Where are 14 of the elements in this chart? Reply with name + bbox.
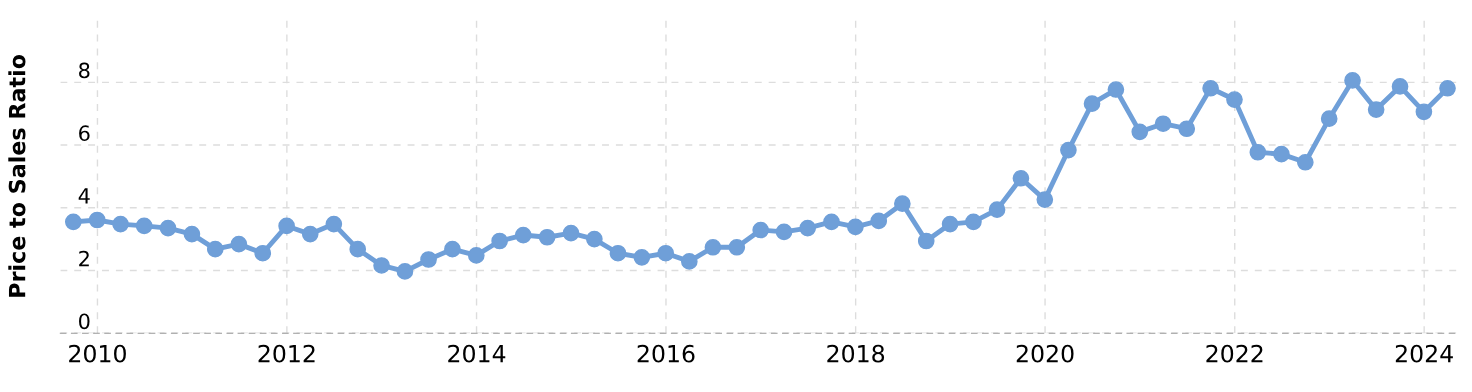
x-tick-label: 2020 — [1016, 344, 1074, 363]
x-tick-label: 2018 — [827, 344, 885, 363]
x-tick-label: 2012 — [258, 344, 315, 363]
y-tick-label: 2 — [79, 250, 89, 267]
y-tick-label: 6 — [79, 125, 90, 141]
x-tick-label: 2016 — [637, 344, 695, 363]
y-tick-label: 0 — [79, 313, 90, 330]
x-tick-label: 2024 — [1395, 344, 1453, 363]
y-axis-title: Price to Sales Ratio — [8, 54, 26, 297]
x-tick-label: 2022 — [1206, 344, 1263, 363]
x-tick-label: 2010 — [69, 344, 126, 363]
x-tick-label: 2014 — [448, 344, 506, 363]
y-tick-label: 8 — [79, 62, 90, 79]
y-tick-label: 4 — [78, 188, 90, 204]
